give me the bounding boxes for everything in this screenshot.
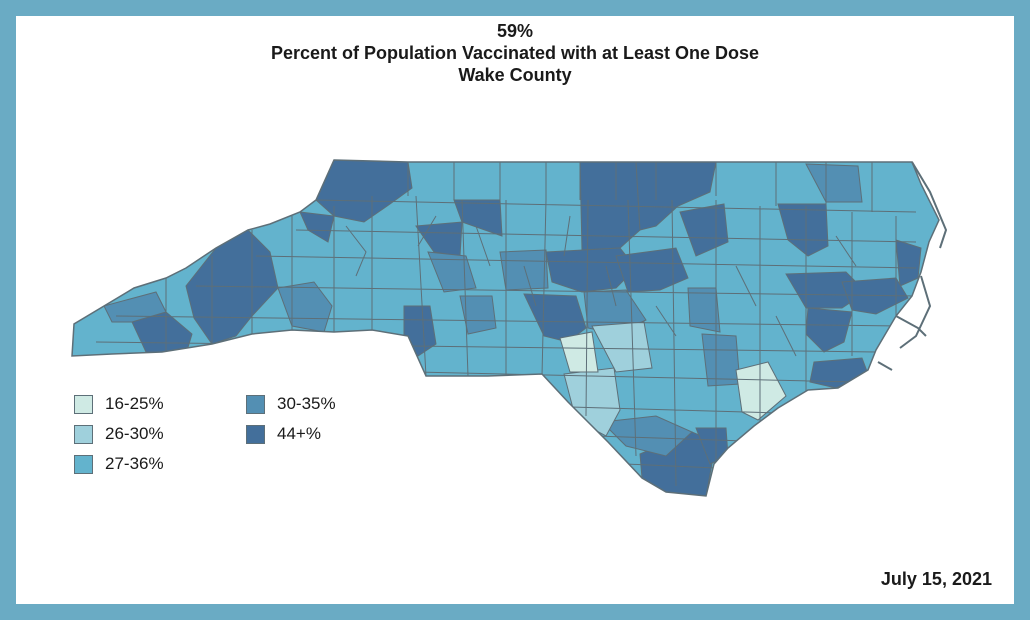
legend-label: 26-30% [105, 424, 164, 443]
legend-swatch [74, 424, 93, 444]
legend-item-27-36: 27-36% [74, 454, 164, 474]
county-region [841, 277, 909, 315]
county-lines [95, 162, 917, 487]
county-region [809, 357, 869, 389]
county-region [805, 163, 863, 203]
nc-county-map [71, 159, 948, 497]
legend-item-30-35: 30-35% [246, 394, 336, 414]
legend-swatch [74, 454, 93, 474]
county-region [615, 247, 689, 293]
legend-item-44-plus: 44+% [246, 424, 321, 444]
legend: 16-25% 26-30% 27-36% 30-35% 44+% [74, 394, 404, 494]
county-region [600, 415, 693, 457]
map-subtitle: Wake County [458, 65, 572, 85]
outer-banks [877, 161, 948, 371]
legend-item-16-25: 16-25% [74, 394, 164, 414]
legend-label: 30-35% [277, 394, 336, 413]
legend-item-26-30: 26-30% [74, 424, 164, 444]
legend-swatch [246, 424, 265, 444]
legend-label: 16-25% [105, 394, 164, 413]
county-region [545, 247, 637, 293]
title-block: 59% Percent of Population Vaccinated wit… [16, 20, 1014, 86]
county-region [453, 199, 503, 237]
county-region [299, 211, 335, 243]
legend-swatch [74, 394, 93, 414]
state-outline [71, 159, 940, 497]
county-region [559, 331, 599, 373]
legend-label: 44+% [277, 424, 321, 443]
legend-label: 27-36% [105, 454, 164, 473]
county-region [735, 361, 787, 421]
county-region [459, 295, 497, 335]
county-region [103, 291, 167, 323]
county-region [777, 203, 829, 257]
county-region [499, 249, 549, 291]
statewide-percent: 59% [496, 21, 534, 41]
county-region [315, 160, 413, 223]
date-label: July 15, 2021 [880, 569, 992, 589]
county-region [591, 321, 653, 373]
legend-swatch [246, 394, 265, 414]
map-title: Percent of Population Vaccinated with at… [270, 43, 760, 63]
map-frame: 59% Percent of Population Vaccinated wit… [16, 16, 1014, 604]
county-region [687, 287, 721, 333]
